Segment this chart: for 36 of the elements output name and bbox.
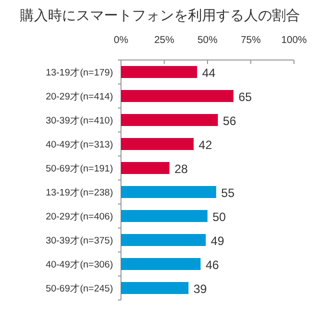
bar (121, 162, 170, 174)
bar (121, 234, 206, 246)
data-label: 65 (238, 90, 252, 104)
data-label: 28 (174, 162, 188, 176)
y-tick-label: 20-29才(n=414) (46, 90, 113, 102)
y-tick-label: 30-39才(n=375) (46, 234, 113, 246)
data-label: 46 (206, 258, 220, 272)
bar (121, 210, 208, 222)
data-label: 50 (212, 210, 226, 224)
data-label: 55 (221, 186, 235, 200)
y-tick-label: 13-19才(n=179) (46, 66, 113, 78)
bar (121, 90, 234, 102)
bar (121, 282, 188, 294)
x-tick-label: 0% (114, 35, 128, 46)
chart-title: 購入時にスマートフォンを利用する人の割合 (20, 7, 300, 23)
y-tick-label: 50-69才(n=191) (46, 162, 113, 174)
data-label: 56 (222, 114, 237, 128)
data-label: 42 (198, 138, 212, 152)
y-tick-label: 13-19才(n=238) (46, 186, 113, 198)
bar (121, 66, 198, 78)
bar (121, 258, 201, 270)
data-label: 44 (202, 66, 216, 80)
x-tick-label: 25% (154, 35, 174, 46)
y-tick-label: 40-49才(n=313) (46, 138, 113, 150)
y-tick-label: 40-49才(n=306) (46, 258, 113, 270)
x-tick-label: 100% (281, 35, 307, 46)
y-tick-label: 20-29才(n=406) (46, 210, 113, 222)
y-tick-label: 50-69才(n=245) (46, 282, 113, 294)
bar (121, 186, 216, 198)
y-tick-label: 30-39才(n=410) (46, 114, 113, 126)
x-tick-label: 50% (197, 35, 218, 46)
data-label: 49 (210, 234, 224, 248)
bar (121, 114, 218, 126)
bar (121, 138, 194, 150)
x-tick-label: 75% (240, 35, 261, 46)
data-label: 39 (193, 282, 208, 296)
